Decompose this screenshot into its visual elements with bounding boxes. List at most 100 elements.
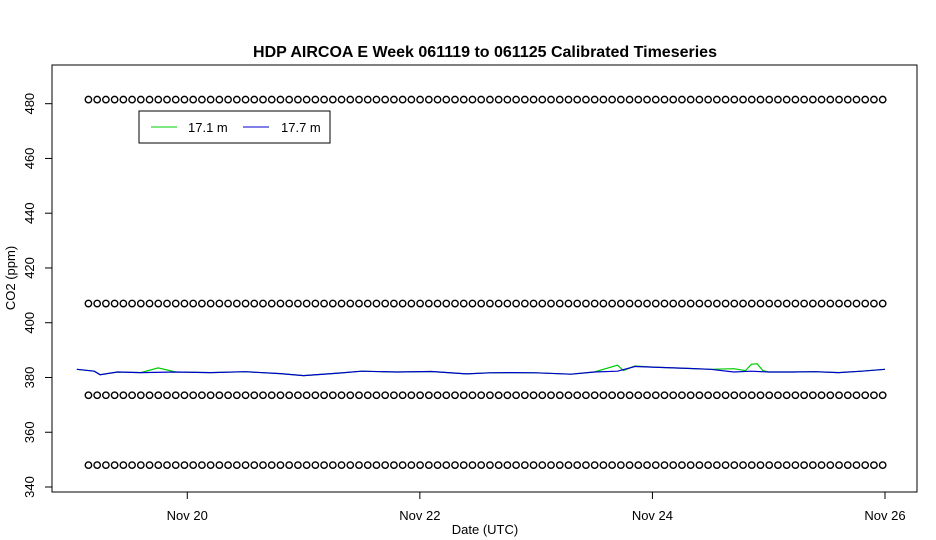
scatter-point-2-82 [800,391,809,400]
scatter-point-1-49 [512,299,521,308]
scatter-point-0-10 [171,95,180,104]
scatter-point-0-72 [712,95,721,104]
scatter-point-1-55 [564,299,573,308]
scatter-point-2-53 [547,391,555,400]
scatter-point-3-32 [363,461,372,469]
scatter-point-1-79 [774,299,782,308]
scatter-point-3-81 [791,461,800,469]
scatter-point-0-51 [529,95,538,104]
scatter-point-3-38 [416,461,424,469]
scatter-point-3-39 [424,461,433,469]
scatter-point-2-72 [712,391,721,400]
scatter-point-3-42 [451,461,459,469]
scatter-point-0-66 [660,95,669,104]
scatter-point-2-79 [774,391,782,400]
scatter-point-1-37 [407,299,416,308]
scatter-point-0-1 [93,95,102,104]
scatter-point-0-24 [294,95,302,104]
scatter-point-0-14 [206,95,215,104]
scatter-point-0-21 [267,95,276,104]
y-tick-label-0: 340 [22,476,37,498]
scatter-point-3-12 [189,461,198,469]
scatter-point-2-40 [433,391,442,400]
scatter-point-1-74 [730,299,739,308]
scatter-point-2-26 [311,391,320,400]
scatter-point-3-52 [538,461,547,469]
plot-frame [51,64,918,493]
scatter-point-1-82 [800,299,809,308]
scatter-point-2-90 [870,391,878,400]
scatter-point-3-40 [433,461,442,469]
scatter-point-0-56 [573,95,582,104]
scatter-point-1-62 [625,299,634,308]
scatter-point-1-86 [835,299,843,308]
scatter-point-3-61 [616,461,625,469]
scatter-point-0-0 [84,95,93,104]
scatter-point-0-53 [547,95,555,104]
scatter-point-0-4 [119,95,128,104]
scatter-point-0-87 [843,95,852,104]
scatter-point-2-71 [704,391,713,400]
scatter-point-2-41 [442,391,451,400]
scatter-point-3-33 [372,461,381,469]
scatter-point-2-83 [808,391,817,400]
scatter-point-0-55 [564,95,573,104]
y-tick-label-6: 460 [22,148,37,170]
scatter-point-1-67 [669,299,678,308]
scatter-point-0-59 [599,95,608,104]
scatter-point-0-30 [346,95,355,104]
scatter-point-2-56 [573,391,582,400]
scatter-point-3-64 [643,461,651,469]
scatter-point-0-57 [582,95,590,104]
scatter-point-1-5 [128,299,136,308]
scatter-point-3-86 [835,461,843,469]
scatter-point-3-59 [599,461,608,469]
scatter-point-0-68 [678,95,686,104]
scatter-point-2-10 [171,391,180,400]
scatter-point-3-73 [721,461,730,469]
scatter-point-0-13 [198,95,206,104]
scatter-point-0-12 [189,95,198,104]
scatter-point-1-39 [424,299,433,308]
scatter-point-1-41 [442,299,451,308]
scatter-point-3-43 [459,461,468,469]
scatter-point-1-29 [337,299,346,308]
y-tick-label-3: 400 [22,312,37,334]
scatter-point-1-14 [206,299,215,308]
scatter-point-1-20 [259,299,267,308]
scatter-point-0-86 [835,95,843,104]
scatter-point-3-88 [852,461,861,469]
scatter-point-0-44 [468,95,477,104]
scatter-point-2-22 [276,391,285,400]
scatter-point-0-81 [791,95,800,104]
scatter-point-3-75 [739,461,747,469]
scatter-point-2-78 [765,391,774,400]
scatter-point-2-30 [346,391,355,400]
scatter-point-1-30 [346,299,355,308]
series-lines [76,363,886,377]
scatter-point-0-32 [363,95,372,104]
scatter-point-3-2 [101,461,110,469]
scatter-point-3-5 [128,461,136,469]
scatter-point-2-57 [582,391,590,400]
scatter-point-1-78 [765,299,774,308]
scatter-point-1-35 [390,299,398,308]
scatter-point-2-65 [651,391,660,400]
scatter-point-2-67 [669,391,678,400]
scatter-point-1-0 [84,299,93,308]
scatter-point-1-9 [163,299,171,308]
scatter-point-1-69 [686,299,695,308]
scatter-point-0-82 [800,95,809,104]
scatter-point-3-65 [651,461,660,469]
scatter-point-0-88 [852,95,861,104]
scatter-point-0-39 [424,95,433,104]
scatter-points [84,95,887,469]
scatter-point-1-60 [608,299,617,308]
legend-label-1: 17.1 m [188,120,228,135]
scatter-point-2-85 [826,391,835,400]
scatter-point-0-31 [355,95,363,104]
scatter-point-2-5 [128,391,136,400]
scatter-point-3-25 [302,461,311,469]
scatter-point-0-36 [398,95,407,104]
scatter-point-0-54 [555,95,564,104]
